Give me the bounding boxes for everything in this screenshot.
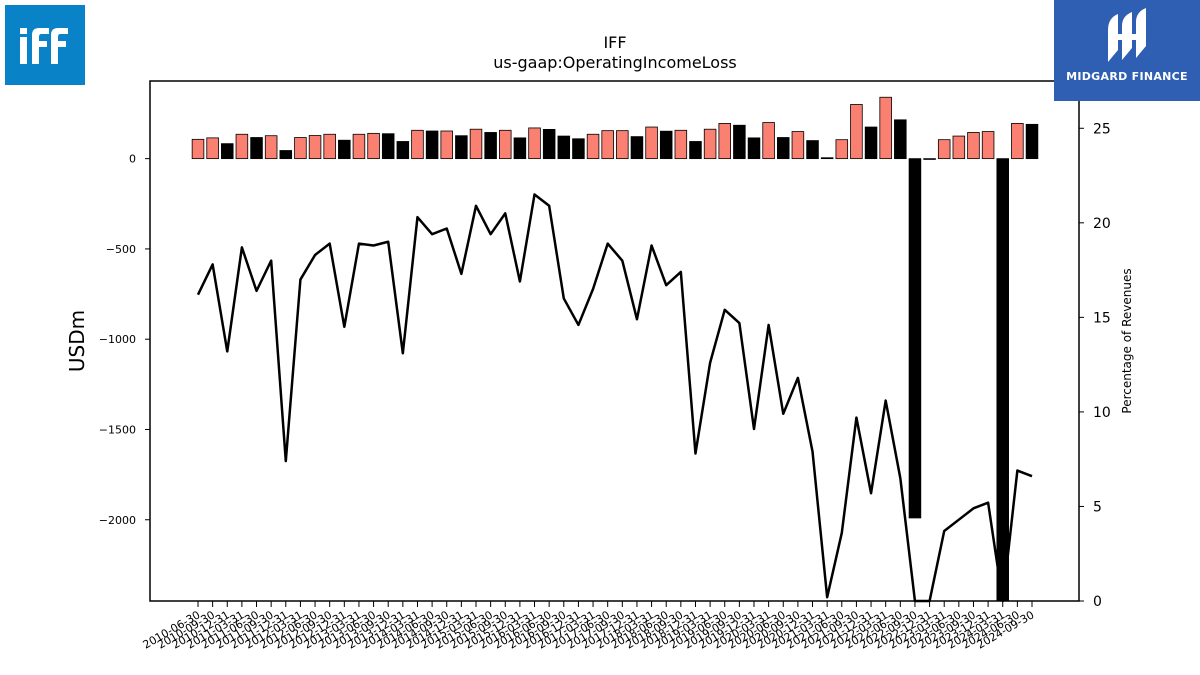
bar-2019-09-30 [733,124,746,160]
bar-2019-03-31 [703,128,717,160]
y-axis-right-label: Percentage of Revenues [1120,268,1134,413]
iff-logo-icon [20,28,68,64]
bar-2024-03-31 [996,158,1009,602]
bar-2011-03-31 [235,133,249,160]
bar-2017-09-30 [616,130,629,160]
y-right-tick-label: 5 [1093,499,1102,515]
bar-2020-06-30 [777,137,790,160]
y-left-tick-label: −500 [106,243,136,256]
midgard-emblem-icon [1108,8,1146,62]
bar-2015-06-30 [484,132,497,160]
y-left-tick-label: −2000 [99,514,136,527]
bar-2015-03-31 [469,128,483,160]
y-axis-left-label: USDm [65,310,89,372]
bar-2013-03-31 [352,133,366,160]
iff-logo [5,5,85,85]
y-right-tick-label: 25 [1093,121,1111,137]
bar-2023-06-30 [952,135,966,160]
bar-2023-09-30 [967,132,980,160]
chart-subtitle: us-gaap:OperatingIncomeLoss [493,53,737,72]
y-right-tick-label: 0 [1093,594,1102,610]
bar-2022-12-31 [923,158,936,160]
y-right-tick-label: 20 [1093,216,1111,232]
bar-2010-09-30 [206,137,219,160]
bar-2010-12-31 [221,143,234,160]
bar-2022-09-30 [908,158,922,519]
bar-2011-06-30 [250,137,263,160]
plot-frame [149,80,1080,602]
y-right-tick-label: 15 [1093,310,1111,326]
bar-2017-06-30 [601,130,614,160]
chart-title: IFF [603,33,626,52]
bar-2024-06-30 [1011,123,1024,160]
y-right-tick-label: 10 [1093,405,1111,421]
bar-2022-03-31 [879,96,892,160]
bar-2015-12-31 [513,137,527,160]
bar-2012-03-31 [294,137,307,160]
bar-2017-12-31 [630,136,644,160]
bar-2016-09-30 [557,135,571,160]
bar-2013-12-31 [396,141,410,160]
bar-2013-09-30 [381,133,395,160]
bar-2021-06-30 [835,139,849,160]
y-left-tick-label: −1000 [99,333,136,346]
bar-2020-09-30 [791,131,805,160]
bar-2011-12-31 [279,150,293,160]
bar-2016-03-31 [528,127,541,160]
bar-2021-03-31 [820,157,834,160]
y-left-tick-label: 0 [129,153,136,166]
bar-2016-12-31 [572,138,585,160]
bar-2012-06-30 [308,135,322,160]
bar-2013-06-30 [367,132,380,160]
bar-2016-06-30 [542,128,556,160]
percentage-line [196,193,1033,603]
bar-2019-06-30 [718,123,731,160]
bar-2019-12-31 [747,137,761,160]
bar-2011-09-30 [264,135,278,160]
midgard-finance-logo: MIDGARD FINANCE [1054,0,1200,101]
bar-2020-03-31 [762,122,775,160]
bar-2022-06-30 [894,119,907,160]
bar-2012-12-31 [338,139,351,160]
bar-2014-06-30 [425,130,439,160]
bar-2021-12-31 [864,126,878,160]
bar-2018-06-30 [659,130,673,160]
bar-2023-12-31 [981,131,995,160]
bar-2018-09-30 [674,129,688,160]
midgard-finance-wordmark: MIDGARD FINANCE [1066,70,1188,83]
y-left-tick-label: −1500 [99,423,136,436]
bar-2024-09-30 [1025,123,1039,160]
bar-2023-03-31 [937,139,951,160]
bar-2021-09-30 [850,104,863,160]
bar-2010-06-30 [191,138,205,160]
bar-2014-09-30 [440,130,453,160]
bar-2015-09-30 [499,129,512,160]
bar-2014-12-31 [455,135,468,160]
bar-2012-09-30 [323,133,336,160]
bar-2014-03-31 [411,129,424,160]
bar-2018-03-31 [645,126,658,160]
bar-2018-12-31 [689,141,702,160]
bar-2017-03-31 [586,133,600,160]
bar-2020-12-31 [806,140,819,160]
